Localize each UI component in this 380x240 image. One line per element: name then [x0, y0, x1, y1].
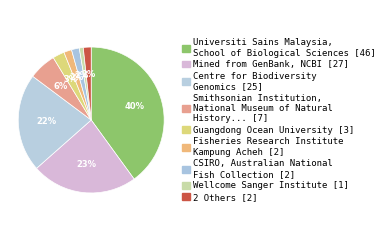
Wedge shape: [79, 48, 91, 120]
Text: 3%: 3%: [64, 75, 78, 84]
Wedge shape: [71, 48, 91, 120]
Text: 23%: 23%: [76, 161, 96, 169]
Text: 40%: 40%: [124, 102, 144, 111]
Text: 6%: 6%: [54, 82, 68, 91]
Wedge shape: [83, 47, 91, 120]
Wedge shape: [33, 58, 91, 120]
Wedge shape: [64, 50, 91, 120]
Wedge shape: [36, 120, 134, 193]
Text: 2%: 2%: [70, 73, 84, 82]
Wedge shape: [53, 52, 91, 120]
Legend: Universiti Sains Malaysia,
School of Biological Sciences [46], Mined from GenBan: Universiti Sains Malaysia, School of Bio…: [180, 36, 378, 204]
Wedge shape: [18, 76, 91, 168]
Text: 22%: 22%: [36, 117, 56, 126]
Text: 2%: 2%: [82, 70, 96, 79]
Text: 2%: 2%: [74, 71, 89, 80]
Wedge shape: [91, 47, 164, 179]
